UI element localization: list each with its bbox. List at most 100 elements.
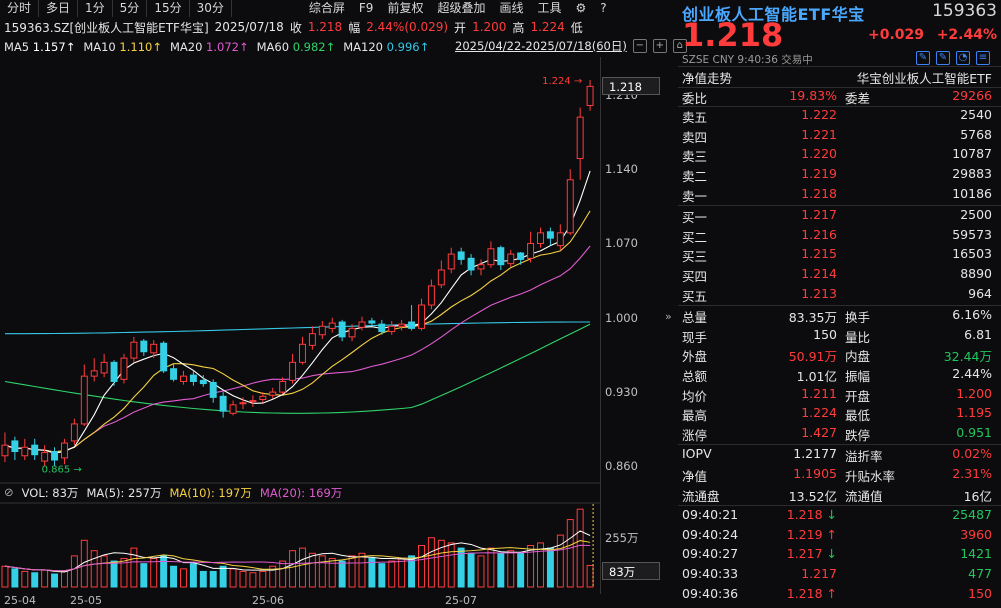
- bid-price: 1.216: [801, 226, 837, 242]
- volume-bar: [546, 547, 554, 588]
- stat-value: 83.35万: [788, 310, 837, 326]
- toolbar-tool-0[interactable]: 综合屏: [308, 1, 345, 15]
- stat-label: 量比: [845, 329, 871, 345]
- divider: [678, 305, 1001, 307]
- stat-label: 最高: [682, 408, 708, 424]
- volume-bar: [328, 557, 336, 588]
- toolbar-tool-5[interactable]: 工具: [537, 1, 562, 15]
- volume-bar: [437, 539, 445, 588]
- ask-price: 1.218: [801, 185, 837, 201]
- nav-name: 华宝创业板人工智能ETF: [856, 71, 992, 86]
- low-marker: 0.865 →: [42, 465, 82, 476]
- candle-body: [348, 327, 356, 338]
- current-price-tag: 1.218: [602, 77, 660, 96]
- high-marker: 1.224 →: [542, 76, 582, 87]
- edit-icon[interactable]: ✎: [916, 51, 930, 65]
- candle-body: [189, 374, 197, 382]
- plus-icon[interactable]: +: [652, 39, 667, 53]
- bid-label: 买三: [682, 249, 708, 265]
- volume-bar: [318, 555, 326, 588]
- ma-item: MA20 1.072↑: [170, 40, 249, 54]
- quote-meta: SZSE CNY 9:40:36 交易中: [682, 54, 813, 66]
- volume-bar: [11, 568, 19, 588]
- ma-value: 1.072↑: [206, 40, 249, 54]
- ask-volume: 10787: [952, 146, 992, 162]
- toolbar-tool-1[interactable]: F9: [358, 1, 374, 15]
- minus-icon[interactable]: −: [632, 39, 647, 53]
- toolbar-period-4[interactable]: 15分: [147, 0, 190, 17]
- toolbar-period-5[interactable]: 30分: [190, 0, 232, 17]
- menu-icon[interactable]: ≡: [976, 51, 990, 65]
- ma-item: MA10 1.110↑: [83, 40, 162, 54]
- arrow-up-icon: ↑: [822, 526, 837, 542]
- ask-price: 1.221: [801, 126, 837, 142]
- toolbar-tool-3[interactable]: 超级叠加: [437, 1, 486, 15]
- weibi-value: 19.83%: [789, 87, 837, 103]
- ma-label: MA120: [343, 40, 387, 54]
- fund-label: 净值: [682, 469, 708, 484]
- kline-chart[interactable]: 1.224 → 0.865 →: [0, 57, 601, 594]
- candle-body: [378, 323, 386, 333]
- nav-row[interactable]: 净值走势 华宝创业板人工智能ETF: [682, 68, 992, 87]
- volume-bar: [527, 545, 535, 588]
- price-tick: 1.000: [605, 310, 638, 325]
- bell-icon[interactable]: ◔: [956, 51, 970, 65]
- stat-row: 现手 150 量比 6.81: [682, 327, 992, 346]
- candle-body: [497, 247, 505, 266]
- ma-label: MA20: [169, 40, 207, 54]
- fund-label: 升贴水率: [845, 469, 896, 484]
- open-value: 1.200: [472, 20, 507, 34]
- stat-value: 150: [813, 326, 837, 342]
- candle-body: [328, 322, 336, 329]
- ask-volume: 2540: [960, 107, 992, 123]
- stat-row: 总量 83.35万 换手 6.16%: [682, 307, 992, 326]
- volume-bar: [467, 552, 475, 588]
- volume-tick: 255万: [605, 531, 639, 545]
- candle-body: [398, 323, 406, 327]
- toolbar-tool-2[interactable]: 前复权: [387, 1, 424, 15]
- toolbar-period-0[interactable]: 分时: [0, 0, 40, 17]
- bid-volume: 8890: [960, 266, 992, 281]
- tick-price: 1.217: [801, 566, 837, 581]
- volume-bar: [80, 539, 88, 588]
- stat-label: 现手: [682, 329, 708, 345]
- stat-label: 最低: [845, 408, 871, 424]
- price-tick: 1.070: [605, 236, 638, 251]
- candle-body: [507, 253, 515, 265]
- candle-body: [457, 251, 465, 260]
- toolbar-period-2[interactable]: 1分: [78, 0, 113, 17]
- stat-row: 最高 1.224 最低 1.195: [682, 405, 992, 424]
- volume-bar: [408, 555, 416, 588]
- candle-body: [408, 321, 416, 329]
- stat-label: 涨停: [682, 427, 708, 443]
- lock-icon[interactable]: ⌂: [672, 39, 687, 53]
- edit-alt-icon[interactable]: ✎: [936, 51, 950, 65]
- candle-body: [110, 361, 118, 382]
- vol-ma5-line: [4, 530, 591, 573]
- collapse-icon[interactable]: ⊘: [4, 485, 14, 499]
- panel-toggle-icon[interactable]: »: [665, 310, 672, 323]
- candle-body: [160, 342, 168, 372]
- divider: [678, 106, 1001, 108]
- candle-body: [427, 285, 435, 306]
- toolbar-period-1[interactable]: 多日: [39, 0, 79, 17]
- open-label: 开: [454, 20, 467, 35]
- bid-price: 1.217: [801, 207, 837, 223]
- candle-body: [289, 361, 297, 381]
- toolbar-period-3[interactable]: 5分: [113, 0, 148, 17]
- candle-body: [517, 252, 525, 260]
- gear-icon[interactable]: ⚙: [575, 1, 587, 15]
- ma10-line: [4, 210, 591, 453]
- candle-body: [51, 451, 59, 461]
- candle-body: [1, 444, 9, 457]
- volume-bar: [269, 565, 277, 588]
- help-icon[interactable]: ?: [600, 1, 607, 15]
- toolbar-tool-4[interactable]: 画线: [499, 1, 524, 15]
- stat-row: 均价 1.211 开盘 1.200: [682, 386, 992, 405]
- volume-bar: [110, 560, 118, 588]
- volume-bar: [41, 569, 49, 588]
- bid-price: 1.213: [801, 285, 837, 301]
- stat-value: 6.81: [964, 326, 992, 342]
- candle-body: [170, 368, 178, 380]
- candle-body: [556, 232, 564, 247]
